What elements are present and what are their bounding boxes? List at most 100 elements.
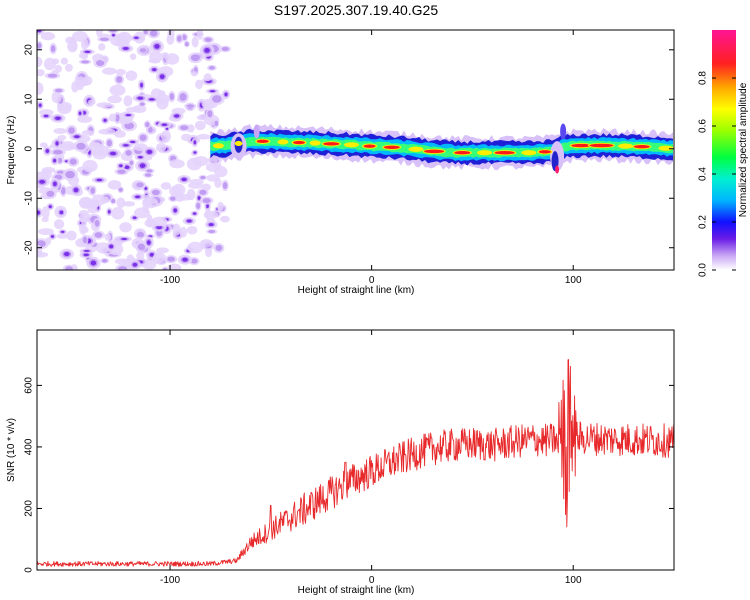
noise-blob <box>187 182 204 189</box>
noise-blob <box>115 114 120 122</box>
noise-blob <box>155 143 167 152</box>
noise-blob <box>179 93 187 101</box>
noise-blob <box>61 141 75 150</box>
noise-blob <box>103 118 107 122</box>
noise-blob <box>196 133 211 140</box>
noise-blob <box>57 157 63 164</box>
noise-blob <box>98 43 106 51</box>
noise-blob <box>186 225 198 235</box>
noise-blob <box>136 251 145 261</box>
x-tick-label: 0 <box>369 275 375 286</box>
noise-blob <box>89 141 101 147</box>
signal-ridge <box>210 123 674 174</box>
noise-blob <box>165 53 180 65</box>
noise-blob <box>39 179 45 184</box>
colorbar-tick-label: 0.0 <box>698 263 709 277</box>
noise-blob <box>192 156 209 167</box>
noise-blob <box>76 142 86 150</box>
noise-blob <box>125 114 131 117</box>
noise-blob <box>215 244 223 252</box>
noise-blob <box>169 159 185 169</box>
noise-blob <box>187 241 204 254</box>
noise-blob <box>79 209 89 216</box>
noise-blob <box>90 187 95 194</box>
y-tick-label: 200 <box>24 500 35 517</box>
noise-blob <box>53 219 65 230</box>
noise-blob <box>143 194 152 207</box>
noise-blob <box>117 169 126 174</box>
noise-blob <box>196 115 208 121</box>
ridge-peak-spot <box>494 151 515 155</box>
noise-blob <box>99 55 109 62</box>
noise-blob <box>60 57 69 65</box>
noise-blob <box>190 258 198 264</box>
noise-blob <box>193 212 197 215</box>
noise-blob <box>74 135 80 139</box>
noise-blob <box>122 47 129 50</box>
noise-blob <box>41 206 50 220</box>
noise-blob <box>94 232 103 238</box>
noise-blob <box>146 240 151 245</box>
noise-blob <box>146 149 153 154</box>
noise-blob <box>117 266 128 270</box>
ridge-hot-spot <box>343 142 360 148</box>
noise-blob <box>138 155 143 159</box>
noise-blob <box>106 139 112 147</box>
noise-blob <box>195 79 203 90</box>
colorbar-tick-label: 0.6 <box>698 119 709 133</box>
noise-blob <box>191 70 198 77</box>
noise-blob <box>116 197 126 209</box>
noise-blob <box>47 73 58 78</box>
noise-blob <box>212 95 222 103</box>
noise-blob <box>139 163 146 168</box>
noise-blob <box>151 216 168 227</box>
noise-blob <box>143 30 148 35</box>
noise-blob <box>217 201 224 211</box>
noise-blob <box>149 252 155 257</box>
ridge-hot-spot <box>277 139 289 145</box>
snr-series-line <box>37 359 674 567</box>
noise-blob <box>107 95 122 104</box>
noise-blob <box>38 103 42 107</box>
noise-blob <box>172 223 181 236</box>
noise-blob <box>184 41 189 47</box>
noise-blob <box>83 253 89 257</box>
noise-blob <box>55 116 61 120</box>
noise-blob <box>80 38 89 50</box>
noise-blob <box>65 170 75 179</box>
noise-blob <box>100 196 109 204</box>
ridge-hot-spot <box>521 150 537 156</box>
noise-blob <box>125 150 132 156</box>
noise-blob <box>108 210 111 214</box>
y-tick-label: 10 <box>24 93 35 105</box>
noise-blob <box>87 99 96 105</box>
noise-blob <box>179 125 189 131</box>
noise-blob <box>84 50 91 53</box>
noise-blob <box>96 102 113 108</box>
noise-blobs <box>37 30 232 270</box>
noise-blob <box>40 32 56 41</box>
noise-blob <box>99 37 110 41</box>
ridge-hot-spot <box>476 150 493 156</box>
noise-blob <box>123 95 133 107</box>
noise-blob <box>211 162 222 168</box>
spectrogram-y-ticks: 20 10 0 -10 -20 <box>24 44 674 255</box>
snr-x-ticks: -100 0 100 <box>160 330 582 586</box>
noise-blob <box>186 219 192 223</box>
noise-blob <box>108 113 117 122</box>
ridge-peak-spot <box>538 150 552 154</box>
ridge-peak-spot <box>571 143 592 148</box>
noise-blob <box>114 258 129 265</box>
noise-blob <box>182 34 187 41</box>
ridge-peak-spot <box>323 142 340 146</box>
noise-blob <box>156 225 163 230</box>
noise-blob <box>82 236 88 244</box>
colorbar: 0.0 0.2 0.4 0.6 0.8 Normalized spectral ampl… <box>698 30 749 277</box>
noise-blob <box>43 114 49 118</box>
noise-blob <box>206 203 209 209</box>
x-tick-label: 100 <box>565 575 582 586</box>
noise-blob <box>139 48 147 53</box>
noise-blob <box>37 42 42 49</box>
colorbar-tick-label: 0.8 <box>698 71 709 85</box>
noise-blob <box>112 33 115 37</box>
